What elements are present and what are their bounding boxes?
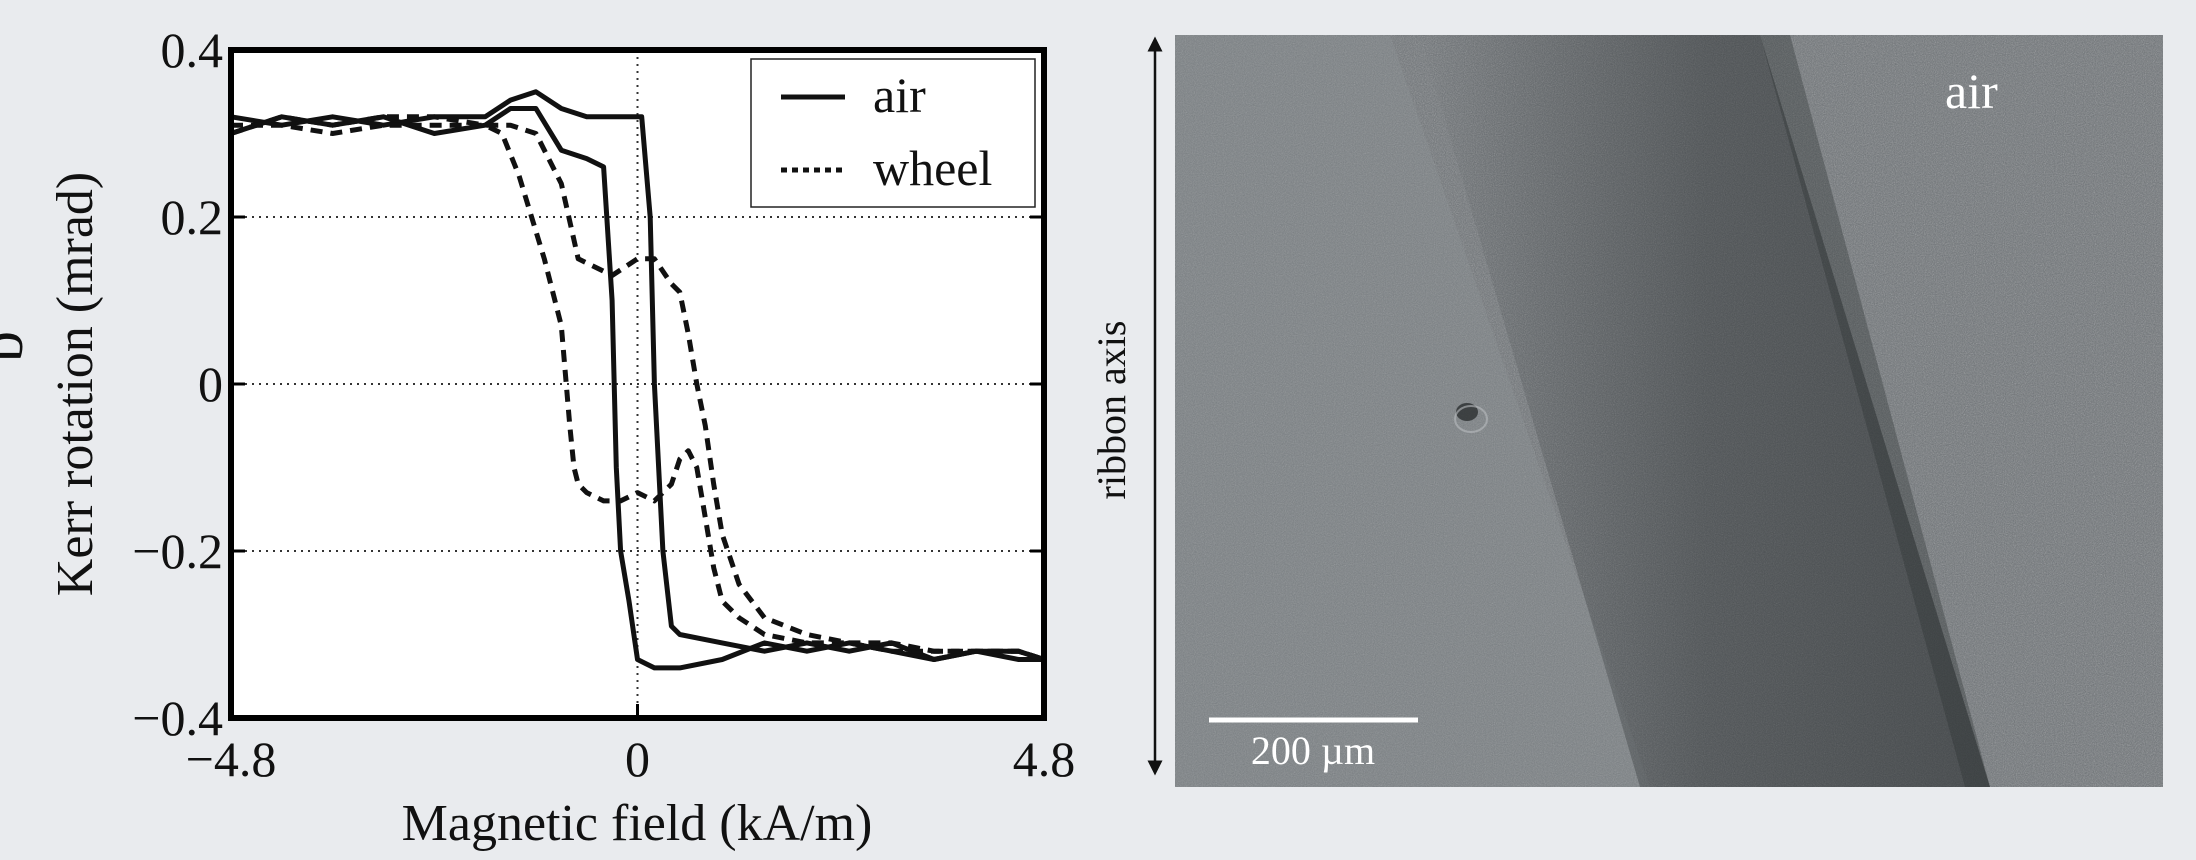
legend-label-wheel: wheel bbox=[873, 140, 992, 196]
y-tick-label: 0.4 bbox=[161, 22, 224, 78]
micrograph-label: air bbox=[1945, 63, 1998, 119]
y-tick-label: −0.4 bbox=[132, 690, 223, 746]
surface-defect-halo bbox=[1454, 405, 1488, 433]
micrograph-panel: air 200 µm ribbon axis bbox=[1089, 35, 2163, 787]
y-tick-label: 0.2 bbox=[161, 189, 224, 245]
x-tick-label: −4.8 bbox=[186, 731, 277, 787]
x-axis-title: Magnetic field (kA/m) bbox=[402, 795, 873, 852]
legend: air wheel bbox=[750, 58, 1036, 208]
domain-band-light bbox=[1175, 35, 1650, 787]
ribbon-axis-label: ribbon axis bbox=[1089, 321, 1134, 500]
series-line-wheel-2 bbox=[230, 114, 1045, 662]
legend-box bbox=[750, 58, 1036, 208]
x-tick-label: 4.8 bbox=[1013, 731, 1076, 787]
y-tick-label: −0.2 bbox=[132, 523, 223, 579]
domain-band-darkest bbox=[1760, 35, 1990, 787]
hysteresis-chart: −0.4 −0.2 0 0.2 0.4 −4.8 0 4.8 air wheel Magnet… bbox=[47, 22, 1075, 852]
grid bbox=[231, 50, 1044, 718]
y-axis-title: Kerr rotation (mrad) bbox=[47, 172, 104, 596]
series-layer bbox=[230, 89, 1045, 671]
legend-label-air: air bbox=[873, 67, 926, 123]
domain-band-dark bbox=[1420, 35, 1990, 787]
tick-layer: −0.4 −0.2 0 0.2 0.4 −4.8 0 4.8 bbox=[132, 22, 1075, 787]
series-line-wheel-1 bbox=[231, 122, 1045, 662]
series-line-air-2 bbox=[230, 89, 1045, 662]
scale-bar-label: 200 µm bbox=[1251, 728, 1375, 773]
panel-label: b bbox=[0, 331, 36, 362]
x-tick-label: 0 bbox=[625, 731, 650, 787]
y-tick-label: 0 bbox=[198, 356, 223, 412]
